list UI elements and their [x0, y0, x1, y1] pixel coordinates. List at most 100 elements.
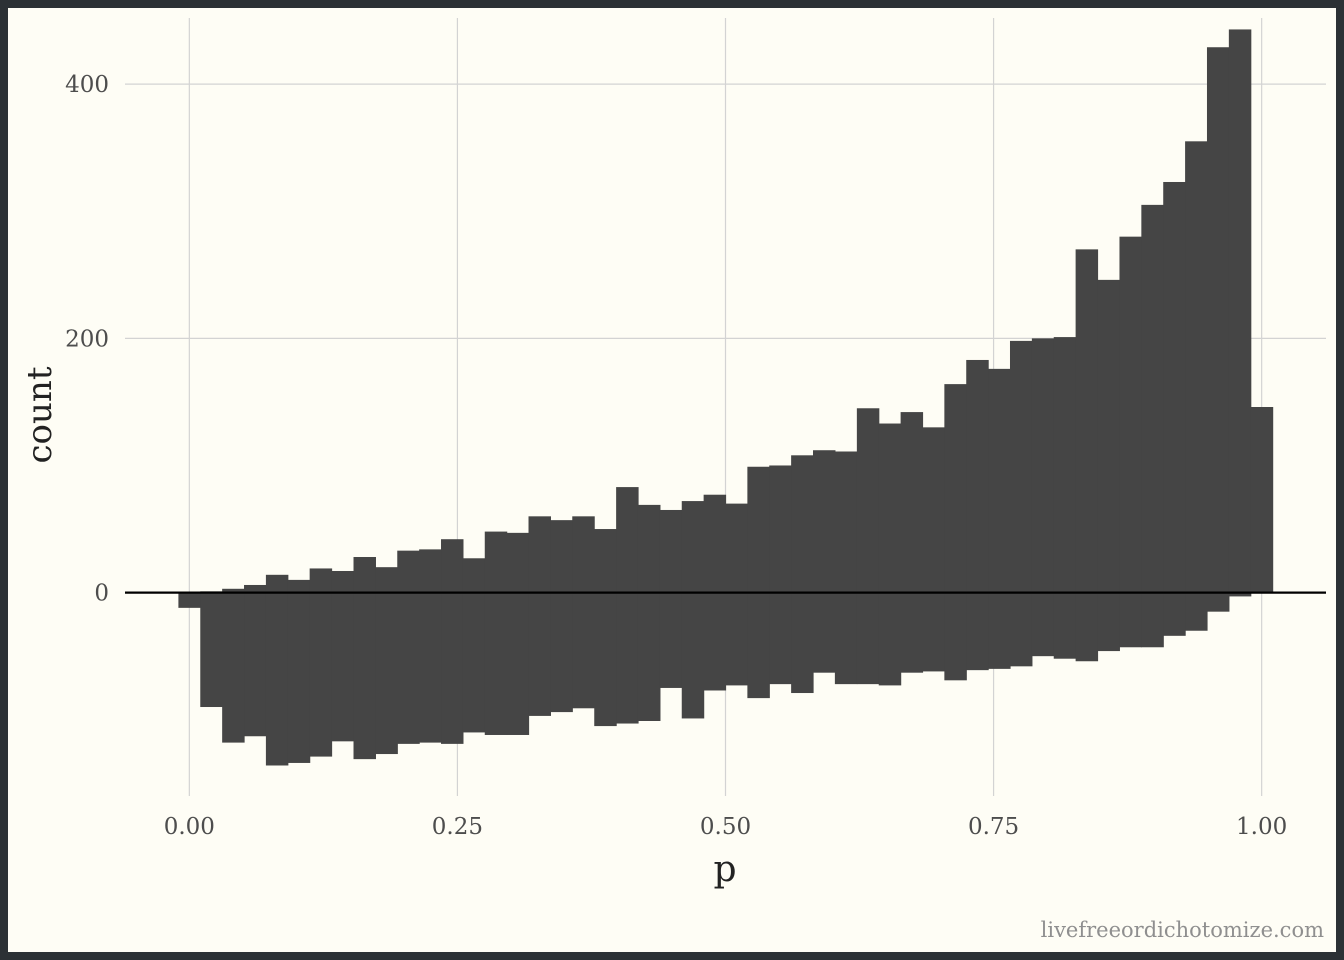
lower-bar	[178, 592, 201, 608]
upper-bar	[791, 455, 814, 593]
upper-bar	[1053, 337, 1077, 593]
upper-bar	[1031, 338, 1055, 593]
y-axis-title: count	[20, 366, 60, 463]
lower-bar	[637, 592, 661, 721]
lower-bar	[484, 592, 508, 735]
upper-bar	[1075, 249, 1099, 593]
x-tick-label: 0.75	[968, 814, 1019, 840]
lower-bar	[681, 592, 705, 719]
lower-bar	[791, 592, 814, 694]
lower-bar	[1185, 592, 1208, 631]
lower-bar	[419, 592, 442, 743]
upper-bar	[419, 549, 442, 593]
upper-bar	[1228, 29, 1252, 593]
upper-bar	[397, 550, 420, 593]
lower-bar	[856, 592, 880, 685]
upper-bar	[265, 574, 289, 593]
upper-bar	[222, 588, 245, 593]
upper-bar	[1185, 141, 1208, 593]
lower-bar	[572, 592, 595, 709]
upper-bar	[878, 423, 902, 593]
upper-bar	[550, 520, 573, 593]
lower-bar	[375, 592, 398, 755]
lower-bar	[966, 592, 989, 671]
lower-bar	[200, 592, 223, 708]
upper-bar	[1097, 279, 1120, 593]
lower-bar	[222, 592, 245, 743]
y-tick-label: 0	[94, 581, 109, 607]
upper-bar	[900, 412, 924, 593]
lower-bar	[1097, 592, 1120, 652]
upper-bar	[441, 539, 464, 593]
x-tick-label: 0.50	[700, 814, 751, 840]
lower-bar	[265, 592, 289, 766]
upper-bar	[1206, 47, 1230, 593]
lower-bar	[1075, 592, 1099, 662]
lower-bar	[1053, 592, 1077, 659]
upper-bar	[572, 516, 595, 593]
upper-bar	[747, 466, 770, 593]
lower-bar	[944, 592, 967, 681]
upper-bar	[331, 570, 355, 593]
upper-bar	[966, 359, 989, 593]
histogram-bars	[178, 29, 1274, 766]
x-tick-label: 0.25	[432, 814, 483, 840]
upper-bar	[988, 368, 1011, 593]
histogram-plot: 0.00 0.25 0.50 0.75 1.00 0 200 400 p count	[20, 18, 1326, 890]
lower-bar	[813, 592, 836, 673]
upper-bar	[813, 450, 836, 593]
x-tick-label: 0.00	[164, 814, 215, 840]
upper-bar	[462, 558, 486, 593]
lower-bar	[287, 592, 311, 763]
lower-bar	[1009, 592, 1033, 667]
lower-bar	[922, 592, 945, 672]
lower-bar	[1031, 592, 1055, 657]
upper-bar	[1250, 407, 1274, 593]
upper-bar	[769, 465, 792, 593]
lower-bar	[1206, 592, 1230, 612]
upper-bar	[309, 568, 333, 593]
lower-bar	[309, 592, 333, 757]
upper-bar	[637, 504, 661, 593]
upper-bar	[244, 584, 267, 593]
upper-bar	[375, 567, 398, 593]
y-tick-label: 400	[65, 72, 109, 98]
lower-bar	[659, 592, 683, 688]
lower-bar	[747, 592, 770, 699]
lower-bar	[1141, 592, 1164, 648]
upper-bar	[944, 384, 967, 593]
upper-bar	[353, 557, 376, 593]
upper-bar	[484, 531, 508, 593]
upper-bar	[681, 501, 705, 593]
lower-bar	[506, 592, 530, 735]
lower-bar	[1163, 592, 1186, 636]
lower-bar	[594, 592, 617, 727]
website-credit: livefreeordichotomize.com	[1040, 918, 1324, 942]
upper-bar	[834, 451, 858, 593]
lower-bar	[769, 592, 792, 685]
lower-bar	[1228, 592, 1252, 597]
lower-bar	[834, 592, 858, 685]
lower-bar	[353, 592, 376, 760]
lower-bar	[397, 592, 420, 744]
upper-bar	[1009, 340, 1033, 593]
lower-bar	[528, 592, 551, 716]
lower-bar	[878, 592, 902, 686]
x-axis-title: p	[713, 849, 736, 890]
lower-bar	[988, 592, 1011, 669]
upper-bar	[506, 532, 530, 593]
lower-bar	[550, 592, 573, 713]
y-tick-label: 200	[65, 326, 109, 352]
x-tick-label: 1.00	[1236, 814, 1287, 840]
lower-bar	[244, 592, 267, 737]
lower-bar	[703, 592, 727, 691]
upper-bar	[528, 516, 551, 593]
upper-bar	[1163, 181, 1186, 593]
upper-bar	[659, 509, 683, 593]
upper-bar	[1141, 204, 1164, 593]
plot-frame: 0.00 0.25 0.50 0.75 1.00 0 200 400 p count live…	[8, 8, 1336, 952]
upper-bar	[594, 529, 617, 593]
lower-bar	[331, 592, 355, 742]
upper-bar	[1119, 236, 1142, 593]
axis-tick-labels: 0.00 0.25 0.50 0.75 1.00 0 200 400	[65, 72, 1287, 840]
